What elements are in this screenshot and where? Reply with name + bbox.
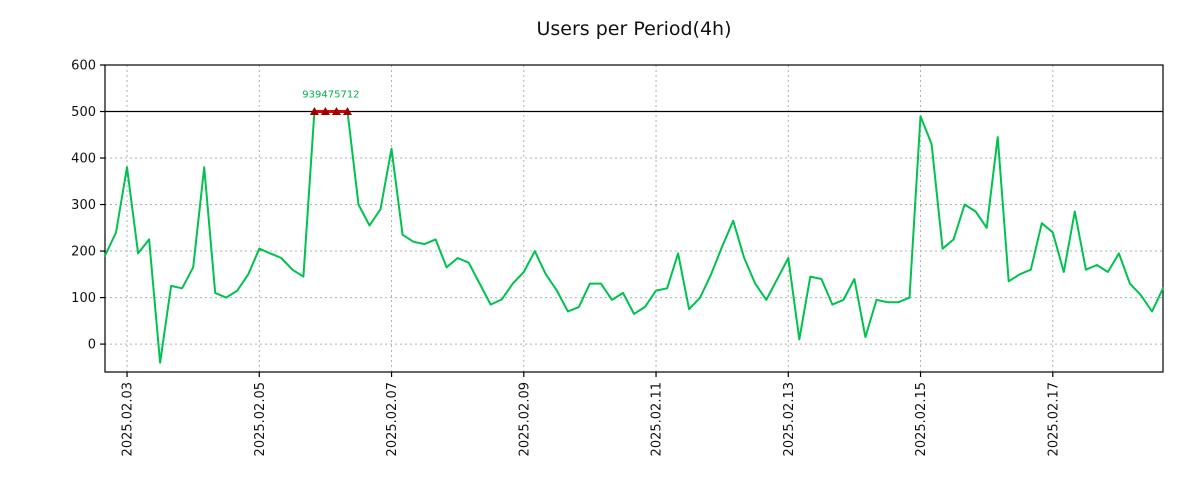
svg-text:2025.02.13: 2025.02.13 xyxy=(782,382,797,456)
svg-text:2025.02.15: 2025.02.15 xyxy=(914,382,929,456)
svg-text:300: 300 xyxy=(71,198,96,213)
svg-text:0: 0 xyxy=(88,338,96,353)
svg-text:2025.02.05: 2025.02.05 xyxy=(253,382,268,456)
svg-text:600: 600 xyxy=(71,59,96,74)
svg-text:100: 100 xyxy=(71,291,96,306)
svg-text:939475712: 939475712 xyxy=(302,90,359,101)
svg-text:2025.02.17: 2025.02.17 xyxy=(1046,382,1061,456)
chart-title: Users per Period(4h) xyxy=(536,18,732,40)
svg-text:2025.02.11: 2025.02.11 xyxy=(650,382,665,456)
svg-text:2025.02.03: 2025.02.03 xyxy=(121,382,136,456)
svg-text:2025.02.09: 2025.02.09 xyxy=(517,382,532,456)
svg-text:2025.02.07: 2025.02.07 xyxy=(385,382,400,456)
svg-text:200: 200 xyxy=(71,245,96,260)
svg-text:500: 500 xyxy=(71,105,96,120)
svg-text:400: 400 xyxy=(71,152,96,167)
